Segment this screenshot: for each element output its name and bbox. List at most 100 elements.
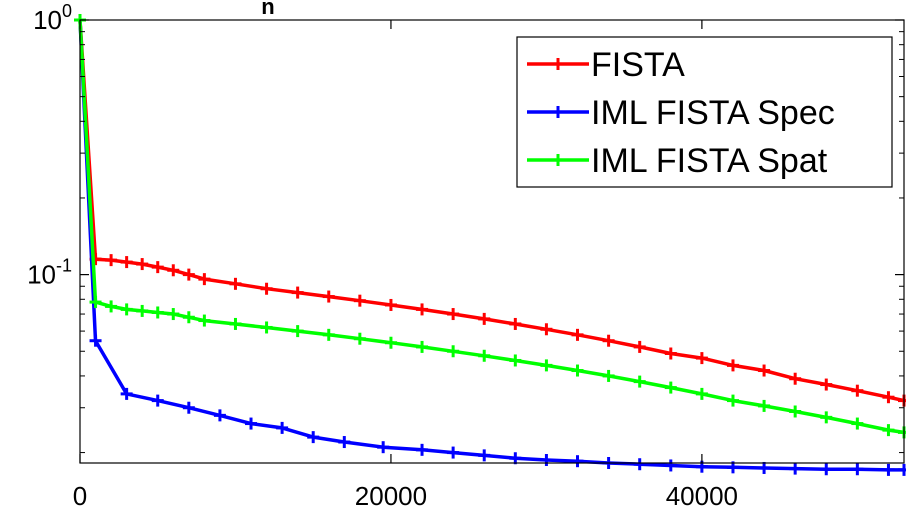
series-2-point xyxy=(384,336,397,349)
series-1-point xyxy=(882,463,895,476)
series-1-point xyxy=(820,463,833,476)
series-1-point xyxy=(898,463,906,476)
series-0-point xyxy=(322,290,335,303)
series-0-point xyxy=(540,323,553,336)
chart-title: n xyxy=(261,0,274,19)
legend-entry: IML FISTA Spat xyxy=(527,142,828,180)
legend-entry: IML FISTA Spec xyxy=(527,94,835,132)
series-1-point xyxy=(213,409,226,422)
series-2-point xyxy=(633,375,646,388)
series-1-point xyxy=(416,443,429,456)
series-1-point xyxy=(89,334,102,347)
series-0-point xyxy=(416,303,429,316)
y-tick-label: 100 xyxy=(33,1,72,35)
series-2-point xyxy=(416,340,429,353)
series-1-point xyxy=(307,431,320,444)
series-2-point xyxy=(120,303,133,316)
series-1-point xyxy=(571,455,584,468)
y-tick-label-base: 10 xyxy=(27,260,56,290)
series-2-point xyxy=(260,321,273,334)
series-0-point xyxy=(120,256,133,269)
series-2-point xyxy=(291,325,304,338)
series-0-point xyxy=(353,294,366,307)
axes-box xyxy=(79,19,905,464)
series-1-point xyxy=(245,417,258,430)
series-1-point xyxy=(447,446,460,459)
series-1-point xyxy=(509,452,522,465)
series-2-point xyxy=(478,349,491,362)
series-0-point xyxy=(695,352,708,365)
legend-label: IML FISTA Spat xyxy=(591,142,828,180)
y-tick-label-base: 10 xyxy=(33,5,62,35)
x-tick-label: 40000 xyxy=(666,481,738,511)
series-0-point xyxy=(478,312,491,325)
legend-label: FISTA xyxy=(591,46,685,84)
series-2-point xyxy=(602,369,615,382)
y-tick-label-exponent: 0 xyxy=(62,1,72,21)
series-0-point xyxy=(726,359,739,372)
series-2-point xyxy=(664,381,677,394)
series-1-point xyxy=(338,436,351,449)
series-1-point xyxy=(540,454,553,467)
series-0-point xyxy=(105,254,118,267)
series-0-point xyxy=(633,340,646,353)
series-2-point xyxy=(151,306,164,319)
series-2-point xyxy=(136,304,149,317)
series-0-point xyxy=(198,273,211,286)
series-0-point xyxy=(882,391,895,404)
series-2-point xyxy=(89,296,102,309)
series-2-point xyxy=(229,317,242,330)
x-tick-label: 0 xyxy=(73,481,87,511)
series-1-point xyxy=(664,459,677,472)
series-1-point xyxy=(182,401,195,414)
series-1-point xyxy=(478,449,491,462)
series-0-point xyxy=(851,384,864,397)
series-2-point xyxy=(820,411,833,424)
series-0-point xyxy=(384,298,397,311)
series-2-point xyxy=(167,308,180,321)
series-2-point xyxy=(198,314,211,327)
series-0-point xyxy=(820,378,833,391)
series-0-point xyxy=(291,286,304,299)
series-2-point xyxy=(105,300,118,313)
series-1-point xyxy=(276,421,289,434)
legend: FISTA IML FISTA Spec IML FISTA Spat xyxy=(516,36,893,188)
series-2-point xyxy=(509,354,522,367)
series-0-point xyxy=(229,277,242,290)
series-2-point xyxy=(322,328,335,341)
series-2-point xyxy=(726,394,739,407)
series-1-point xyxy=(789,462,802,475)
legend-entry: FISTA xyxy=(527,46,685,84)
series-0-point xyxy=(151,261,164,274)
series-0-point xyxy=(664,347,677,360)
y-tick-label-exponent: -1 xyxy=(56,256,72,276)
series-0-point xyxy=(789,372,802,385)
series-2-point xyxy=(882,424,895,437)
series-0-point xyxy=(447,308,460,321)
series-0-point xyxy=(182,268,195,281)
series-2-point xyxy=(571,364,584,377)
y-tick-label: 10-1 xyxy=(27,256,72,290)
series-2-point xyxy=(182,311,195,324)
series-0-point xyxy=(260,282,273,295)
series-1-point xyxy=(758,461,771,474)
series-2-point xyxy=(695,387,708,400)
series-2-point xyxy=(851,417,864,430)
series-0-point xyxy=(136,258,149,271)
series-1-point xyxy=(377,441,390,454)
x-tick-label: 20000 xyxy=(355,481,427,511)
series-2-point xyxy=(353,332,366,345)
series-1-point xyxy=(851,463,864,476)
series-line-1 xyxy=(78,19,904,472)
series-0-point xyxy=(602,334,615,347)
series-0-point xyxy=(167,264,180,277)
series-1-point xyxy=(120,387,133,400)
series-0-point xyxy=(758,364,771,377)
series-0-point xyxy=(571,328,584,341)
series-2-point xyxy=(540,359,553,372)
series-0-point xyxy=(509,317,522,330)
series-1-point xyxy=(151,394,164,407)
